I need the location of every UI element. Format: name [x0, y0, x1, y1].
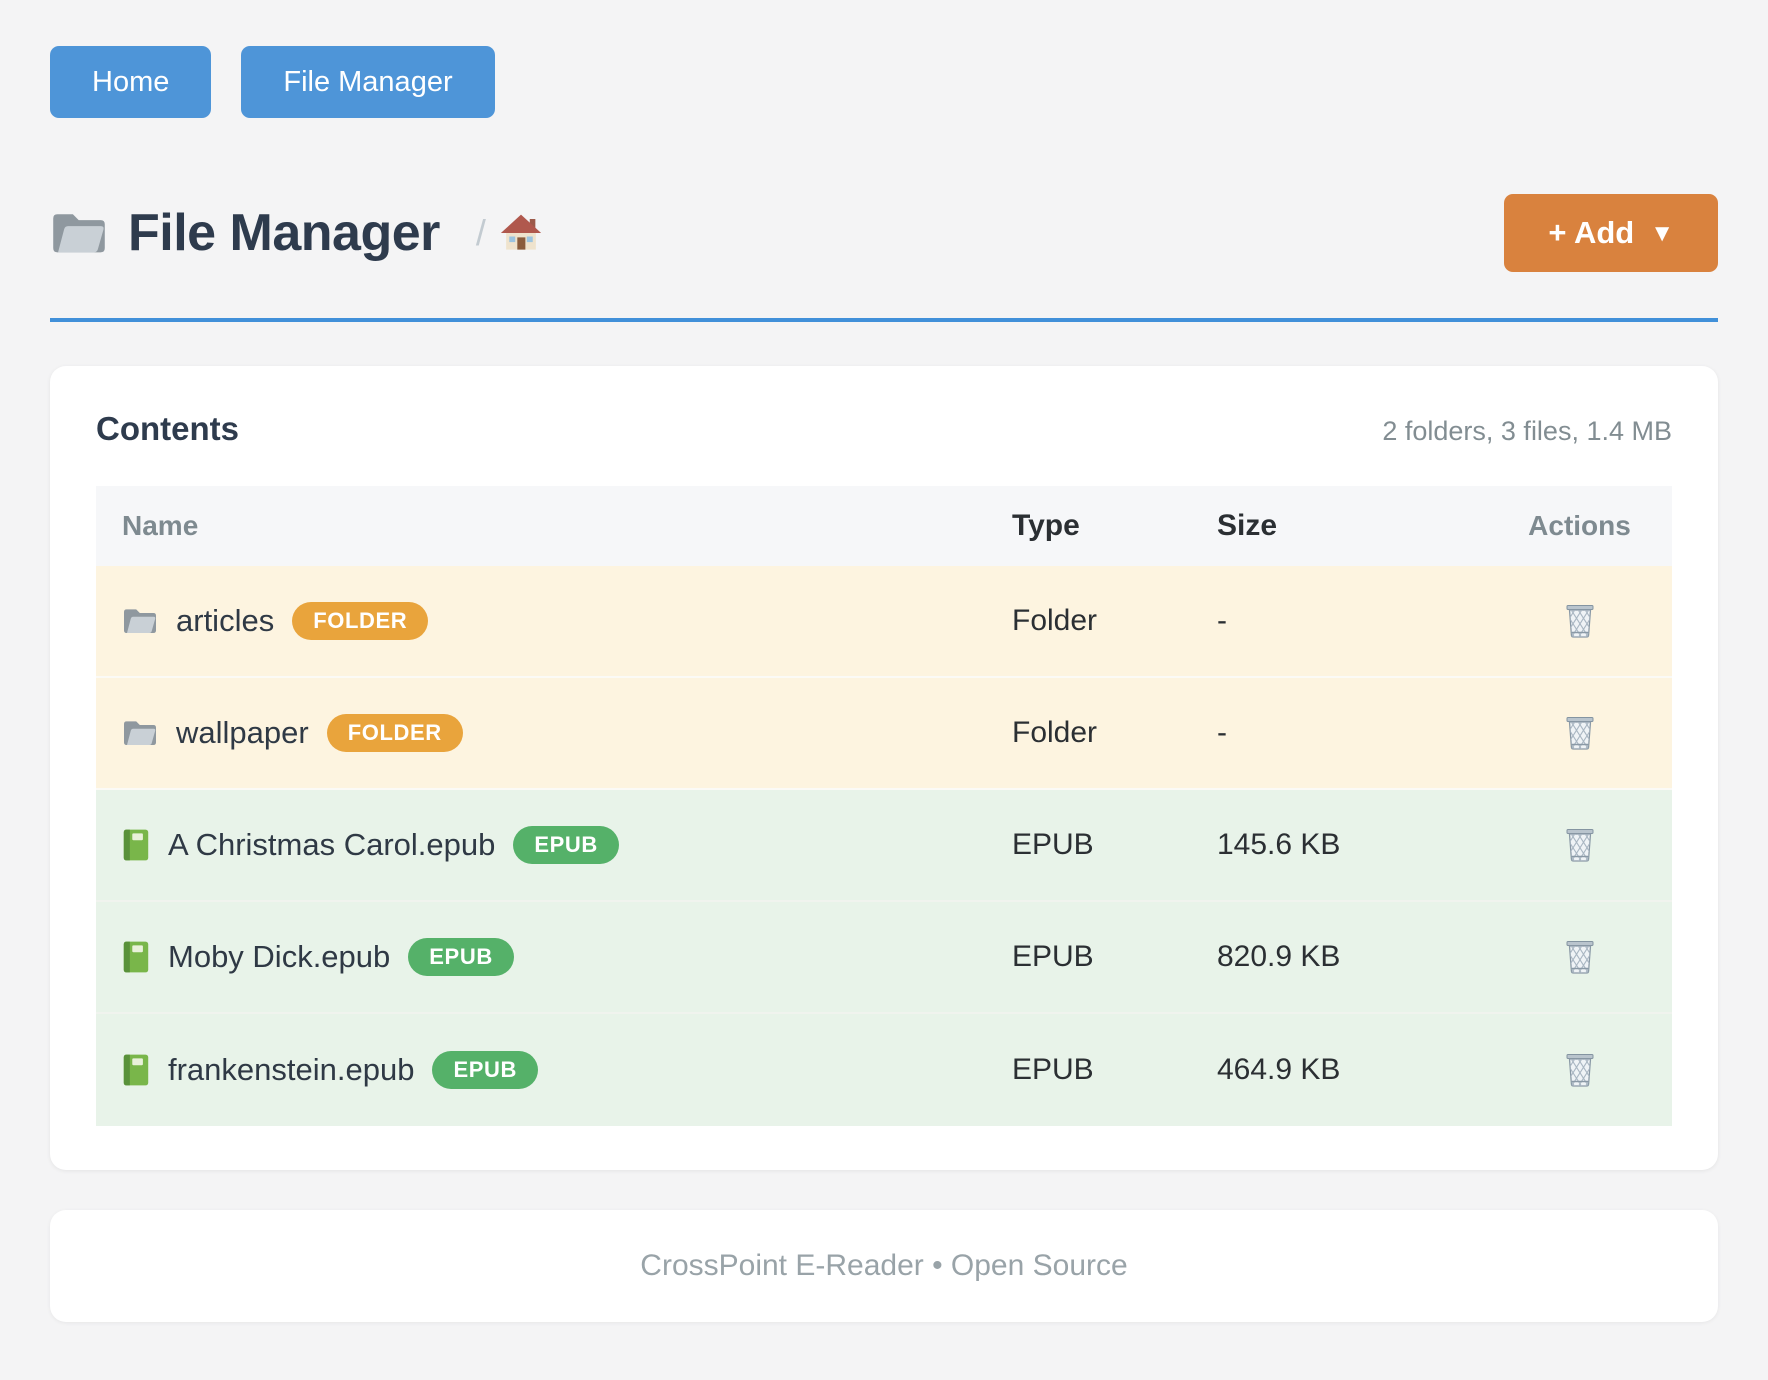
row-size: 145.6 KB [1217, 828, 1341, 861]
row-type: EPUB [1012, 940, 1094, 973]
file-name-link[interactable]: Moby Dick.epub [168, 939, 391, 974]
epub-badge: EPUB [432, 1051, 538, 1089]
folder-name-link[interactable]: wallpaper [176, 715, 309, 750]
title-wrap: File Manager [50, 203, 440, 263]
add-button[interactable]: + Add ▼ [1504, 194, 1718, 272]
row-type: EPUB [1012, 828, 1094, 861]
column-header-type: Type [1012, 509, 1080, 542]
top-nav: Home File Manager [50, 46, 1718, 118]
add-button-label: + Add [1548, 215, 1635, 250]
title-divider [50, 318, 1718, 322]
folder-badge: FOLDER [326, 714, 463, 752]
column-header-name: Name [122, 510, 199, 541]
folder-name-link[interactable]: articles [176, 603, 275, 638]
footer: CrossPoint E-Reader • Open Source [50, 1210, 1718, 1322]
file-name-link[interactable]: frankenstein.epub [168, 1052, 415, 1087]
trash-icon [1562, 938, 1598, 976]
delete-button[interactable] [1558, 710, 1602, 756]
row-size: - [1217, 604, 1227, 637]
contents-card: Contents 2 folders, 3 files, 1.4 MB Name… [50, 366, 1718, 1170]
file-table: Name Type Size Actions articles FOLDER F… [96, 486, 1672, 1126]
row-size: - [1217, 716, 1227, 749]
trash-icon [1562, 714, 1598, 752]
row-size: 464.9 KB [1217, 1053, 1341, 1086]
trash-icon [1562, 1051, 1598, 1089]
epub-badge: EPUB [513, 826, 619, 864]
book-icon [122, 940, 150, 974]
page: Home File Manager File Manager / + Add ▼… [50, 46, 1718, 1322]
page-title: File Manager [128, 204, 440, 262]
breadcrumb: / [476, 212, 542, 254]
table-header-row: Name Type Size Actions [96, 486, 1672, 566]
row-size: 820.9 KB [1217, 940, 1341, 973]
table-row[interactable]: A Christmas Carol.epub EPUB EPUB 145.6 K… [96, 790, 1672, 902]
delete-button[interactable] [1558, 1047, 1602, 1093]
row-type: Folder [1012, 716, 1098, 749]
book-icon [122, 1053, 150, 1087]
folder-icon [122, 717, 158, 749]
folder-icon [50, 207, 108, 259]
delete-button[interactable] [1558, 598, 1602, 644]
contents-heading: Contents [96, 410, 239, 447]
breadcrumb-separator: / [475, 212, 486, 253]
table-row[interactable]: articles FOLDER Folder - [96, 566, 1672, 678]
caret-down-icon: ▼ [1650, 220, 1674, 247]
row-type: EPUB [1012, 1053, 1094, 1086]
trash-icon [1562, 602, 1598, 640]
page-header: File Manager / + Add ▼ [50, 194, 1718, 272]
delete-button[interactable] [1558, 822, 1602, 868]
contents-summary: 2 folders, 3 files, 1.4 MB [1382, 416, 1672, 446]
file-name-link[interactable]: A Christmas Carol.epub [168, 827, 496, 862]
column-header-size: Size [1217, 509, 1278, 542]
folder-icon [122, 605, 158, 637]
delete-button[interactable] [1558, 934, 1602, 980]
contents-card-header: Contents 2 folders, 3 files, 1.4 MB [96, 410, 1672, 448]
epub-badge: EPUB [408, 938, 514, 976]
nav-file-manager-button[interactable]: File Manager [241, 46, 495, 118]
column-header-actions: Actions [1528, 510, 1631, 541]
row-type: Folder [1012, 604, 1098, 637]
house-icon[interactable] [500, 212, 542, 254]
folder-badge: FOLDER [292, 602, 429, 640]
table-row[interactable]: frankenstein.epub EPUB EPUB 464.9 KB [96, 1014, 1672, 1126]
nav-home-button[interactable]: Home [50, 46, 212, 118]
table-row[interactable]: Moby Dick.epub EPUB EPUB 820.9 KB [96, 902, 1672, 1014]
book-icon [122, 828, 150, 862]
footer-text: CrossPoint E-Reader • Open Source [640, 1249, 1128, 1282]
table-row[interactable]: wallpaper FOLDER Folder - [96, 678, 1672, 790]
trash-icon [1562, 826, 1598, 864]
